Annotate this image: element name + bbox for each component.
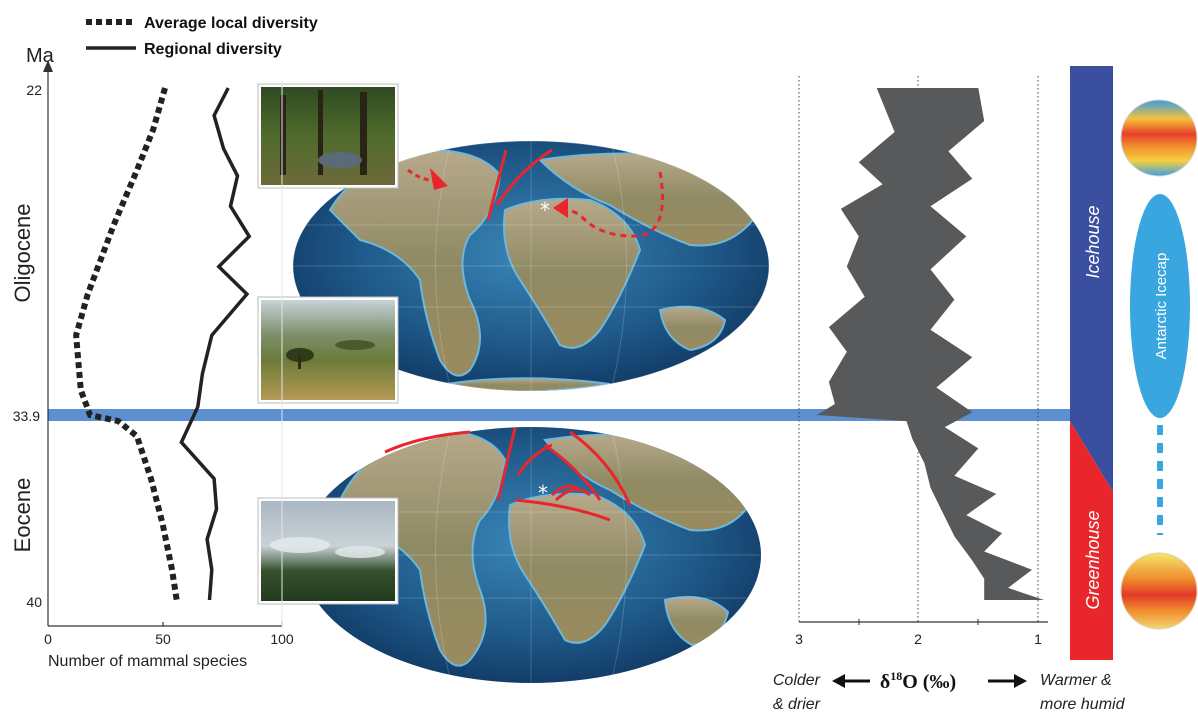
x-tick-50: 50 [155, 631, 171, 647]
eocene-oligocene-boundary [48, 409, 1070, 421]
warmer-note-line1: Warmer & [1040, 672, 1112, 689]
greenhouse-label: Greenhouse [1083, 510, 1103, 609]
arrowhead-icon [430, 168, 448, 190]
series-regional-diversity [179, 87, 252, 601]
epoch-label-oligocene: Oligocene [10, 203, 35, 302]
antarctic-icecap [1130, 194, 1190, 418]
photo-misty-rainforest [257, 497, 399, 605]
isotope-ticks [858, 619, 979, 625]
barriers-eocene [384, 427, 632, 522]
legend: Average local diversity Regional diversi… [86, 15, 318, 58]
species-axis-title: Number of mammal species [48, 653, 247, 670]
cool-earth-sphere-icon [1120, 99, 1198, 177]
colder-note-line1: Colder [773, 672, 821, 689]
diversity-axes [47, 68, 283, 627]
left-arrow-icon [832, 674, 870, 688]
legend-local-label: Average local diversity [144, 15, 318, 32]
asterisk-marker: * [538, 481, 548, 505]
iso-tick-3: 3 [795, 631, 803, 647]
x-tick-0: 0 [44, 631, 52, 647]
warmer-note-line2: more humid [1040, 696, 1126, 713]
iso-tick-2: 2 [914, 631, 922, 647]
tick-label-33-9: 33.9 [13, 408, 40, 424]
warm-earth-sphere-icon [1120, 552, 1198, 630]
axis-arrow-icon [43, 60, 53, 72]
tick-label-22: 22 [26, 82, 42, 98]
oligocene-map: * [292, 140, 770, 392]
photo-savanna [257, 296, 399, 404]
icehouse-label: Icehouse [1083, 205, 1103, 278]
photo-temperate-forest [257, 83, 399, 189]
icecap-label: Antarctic Icecap [1153, 253, 1170, 360]
arrowhead-icon [553, 198, 568, 218]
isotope-envelope [816, 88, 1044, 600]
tick-label-40: 40 [26, 594, 42, 610]
series-local-diversity [73, 87, 180, 601]
greenhouse-bar [1070, 421, 1113, 660]
ma-unit-label: Ma [26, 45, 55, 67]
icehouse-bar [1070, 66, 1113, 492]
x-tick-100: 100 [270, 631, 294, 647]
colder-note-line2: & drier [773, 696, 821, 713]
legend-regional-label: Regional diversity [144, 41, 282, 58]
iso-tick-1: 1 [1034, 631, 1042, 647]
asterisk-marker: * [540, 198, 550, 222]
eocene-map: * [301, 427, 761, 683]
epoch-label-eocene: Eocene [10, 478, 35, 553]
right-arrow-icon [988, 674, 1027, 688]
isotope-axis-label: δ18O (‰) [880, 669, 956, 693]
